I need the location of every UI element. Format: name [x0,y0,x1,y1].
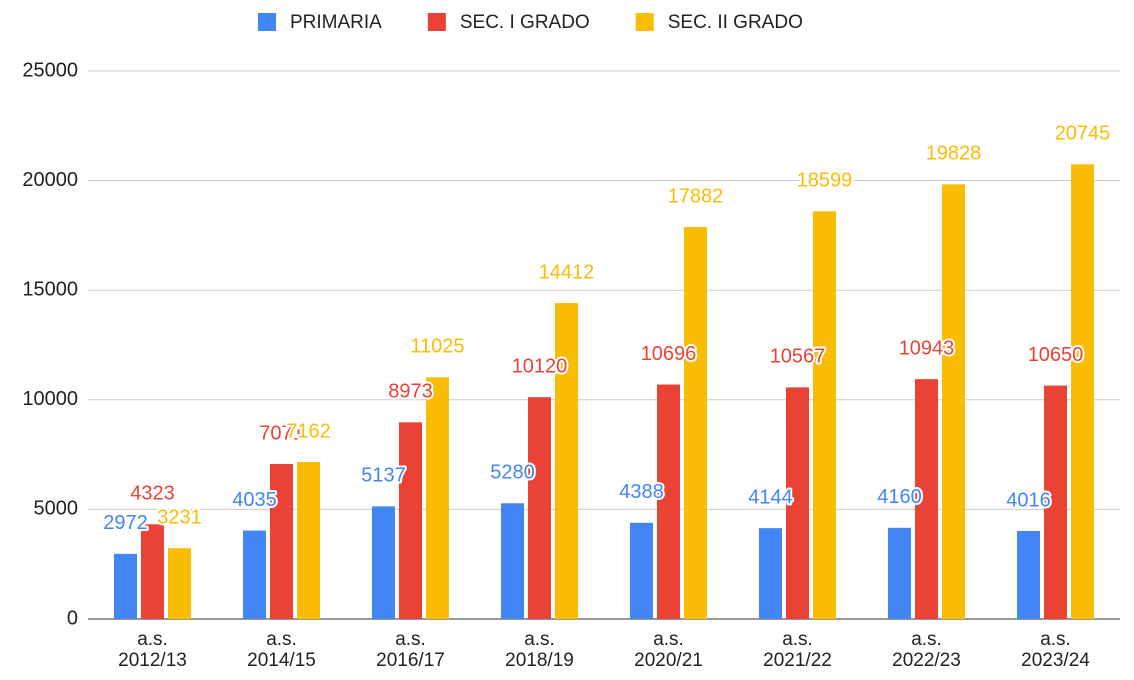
y-tick-label: 5000 [34,498,79,520]
y-tick-label: 0 [67,607,78,629]
data-label: 8973 [388,381,433,403]
bar [888,527,911,619]
data-label: 4144 [748,486,793,508]
data-label: 11025 [410,336,464,358]
data-label: 10120 [512,355,568,377]
legend-swatch [427,13,446,31]
bar [786,387,809,619]
y-tick-label: 25000 [22,59,78,81]
bar [372,506,395,619]
data-label: 5137 [361,465,406,487]
data-label: 10567 [770,346,826,368]
bar [399,422,422,619]
legend-label: SEC. II GRADO [668,12,803,33]
bar [1017,530,1040,619]
y-tick-label: 20000 [22,169,78,191]
legend-swatch [258,13,276,31]
y-tick-label: 15000 [22,278,78,300]
bar [141,524,164,619]
data-label: 10650 [1028,344,1084,366]
bar [657,384,680,619]
data-label: 14412 [539,261,595,283]
x-tick-label: a.s. 2016/17 [376,629,445,671]
bar [114,553,137,619]
data-label: 3231 [157,506,202,528]
x-tick-label: a.s. 2014/15 [247,629,316,671]
x-tick-label: a.s. 2022/23 [892,629,961,671]
data-label: 10696 [641,343,697,365]
x-tick-label: a.s. 2023/24 [1021,629,1090,671]
data-label: 4035 [232,489,277,511]
data-label: 18599 [797,170,853,192]
bar [270,464,293,619]
data-label: 4388 [619,481,664,503]
legend-swatch [635,13,654,31]
bar [684,227,707,620]
bar [555,303,578,619]
bar [528,397,551,619]
bar [915,379,938,619]
bar [1044,385,1067,619]
bar [630,522,653,619]
bar [813,211,836,619]
data-label: 4323 [130,483,175,505]
data-label: 17882 [668,185,724,207]
data-label: 2972 [103,512,148,534]
bar [243,530,266,619]
bar [297,462,320,619]
x-tick-label: a.s. 2020/21 [634,629,703,671]
bar [168,548,191,619]
bar [942,184,965,619]
y-tick-label: 10000 [22,388,78,410]
legend-label: SEC. I GRADO [460,12,590,33]
data-label: 4160 [877,486,922,508]
data-label: 7071 [259,422,304,444]
legend-label: PRIMARIA [290,12,382,33]
bar [501,503,524,619]
x-tick-label: a.s. 2018/19 [505,629,574,671]
data-label: 10943 [899,337,955,359]
x-tick-label: a.s. 2012/13 [118,629,187,671]
bar [426,377,449,619]
bar [1071,164,1094,620]
bar [759,528,782,619]
x-tick-label: a.s. 2021/22 [763,629,832,671]
data-label: 19828 [926,143,982,165]
data-label: 5280 [490,462,535,484]
data-label: 7162 [286,420,331,442]
data-label: 4016 [1006,489,1051,511]
data-label: 20745 [1055,123,1111,145]
